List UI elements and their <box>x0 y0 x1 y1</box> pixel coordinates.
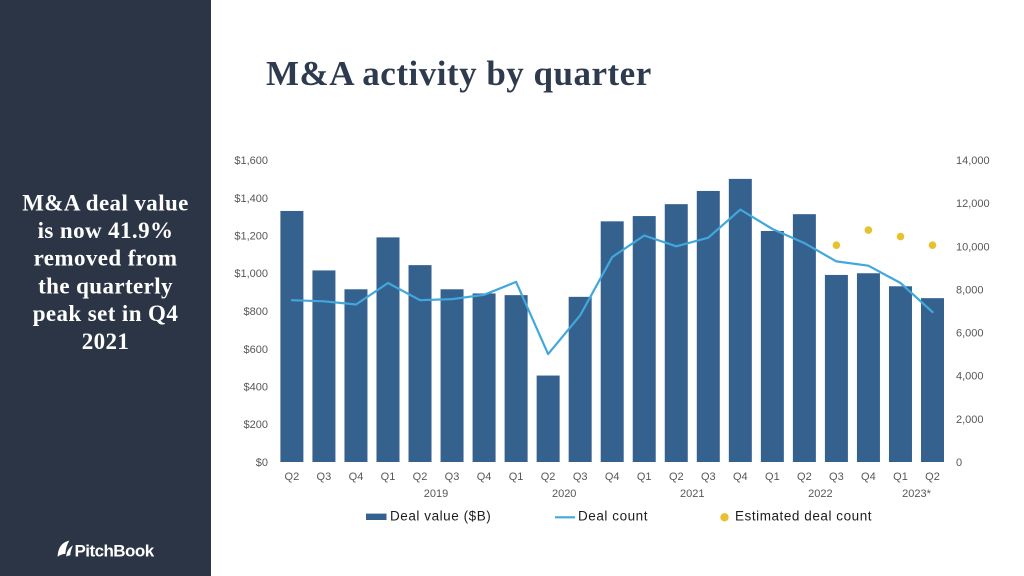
svg-text:Q3: Q3 <box>701 471 716 483</box>
svg-text:Q4: Q4 <box>861 471 876 483</box>
svg-text:peak set in Q4: peak set in Q4 <box>33 301 179 326</box>
svg-text:Q2: Q2 <box>541 471 556 483</box>
svg-text:PitchBook: PitchBook <box>75 542 155 561</box>
svg-text:$400: $400 <box>244 382 268 394</box>
svg-text:Q1: Q1 <box>381 471 396 483</box>
svg-text:the quarterly: the quarterly <box>38 273 173 298</box>
svg-text:$600: $600 <box>244 344 268 356</box>
svg-text:2021: 2021 <box>82 329 130 354</box>
svg-text:2020: 2020 <box>552 488 576 500</box>
svg-text:Q2: Q2 <box>413 471 428 483</box>
svg-text:$200: $200 <box>244 419 268 431</box>
svg-text:14,000: 14,000 <box>956 155 990 167</box>
svg-text:10,000: 10,000 <box>956 241 990 253</box>
svg-text:Q3: Q3 <box>317 471 332 483</box>
svg-text:Q3: Q3 <box>573 471 588 483</box>
svg-text:Q2: Q2 <box>925 471 940 483</box>
svg-text:M&A deal value: M&A deal value <box>22 190 189 215</box>
svg-text:$1,200: $1,200 <box>234 231 268 243</box>
svg-text:6,000: 6,000 <box>956 328 984 340</box>
svg-text:$0: $0 <box>256 457 268 469</box>
svg-text:removed from: removed from <box>34 246 178 271</box>
svg-text:$800: $800 <box>244 306 268 318</box>
svg-text:8,000: 8,000 <box>956 284 984 296</box>
svg-text:Q1: Q1 <box>509 471 524 483</box>
svg-text:is now 41.9%: is now 41.9% <box>38 218 174 243</box>
svg-text:Q3: Q3 <box>829 471 844 483</box>
svg-text:12,000: 12,000 <box>956 198 990 210</box>
svg-text:$1,600: $1,600 <box>234 155 268 167</box>
svg-text:Deal value ($B): Deal value ($B) <box>390 508 491 523</box>
svg-text:4,000: 4,000 <box>956 371 984 383</box>
svg-text:2019: 2019 <box>424 488 448 500</box>
svg-text:Estimated deal count: Estimated deal count <box>735 508 872 523</box>
svg-text:Q4: Q4 <box>605 471 620 483</box>
svg-text:Q4: Q4 <box>733 471 748 483</box>
svg-text:Deal count: Deal count <box>578 508 648 523</box>
svg-text:Q2: Q2 <box>285 471 300 483</box>
svg-text:2022: 2022 <box>808 488 832 500</box>
svg-text:2021: 2021 <box>680 488 704 500</box>
svg-text:$1,400: $1,400 <box>234 193 268 205</box>
svg-text:Q2: Q2 <box>797 471 812 483</box>
svg-text:Q1: Q1 <box>893 471 908 483</box>
svg-text:Q4: Q4 <box>349 471 364 483</box>
svg-text:$1,000: $1,000 <box>234 268 268 280</box>
svg-text:2,000: 2,000 <box>956 414 984 426</box>
svg-text:0: 0 <box>956 457 962 469</box>
svg-text:Q4: Q4 <box>477 471 492 483</box>
svg-text:Q1: Q1 <box>765 471 780 483</box>
svg-text:Q2: Q2 <box>669 471 684 483</box>
svg-text:2023*: 2023* <box>902 488 931 500</box>
svg-text:Q1: Q1 <box>637 471 652 483</box>
svg-text:M&A activity by quarter: M&A activity by quarter <box>266 54 652 93</box>
svg-text:Q3: Q3 <box>445 471 460 483</box>
